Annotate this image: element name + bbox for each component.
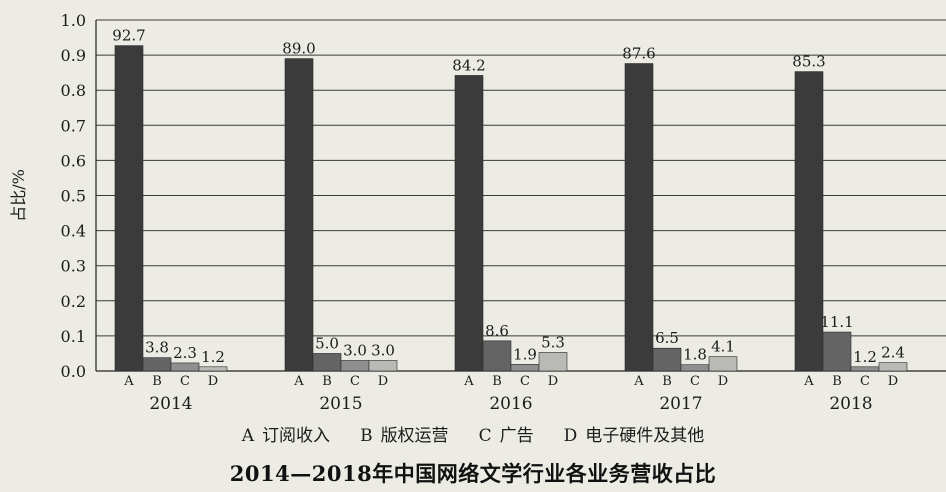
data-label: 92.7 bbox=[112, 27, 145, 45]
legend-key-c: C bbox=[478, 426, 492, 446]
bar bbox=[368, 360, 398, 372]
data-label: 3.0 bbox=[343, 341, 367, 359]
bar bbox=[878, 362, 908, 372]
data-label: 85.3 bbox=[792, 53, 825, 71]
bar-key-label: D bbox=[378, 374, 388, 389]
legend-key-a: A bbox=[241, 426, 255, 446]
bar-key-label: D bbox=[718, 374, 728, 389]
bar-key-label: A bbox=[463, 374, 474, 389]
data-label: 11.1 bbox=[820, 313, 853, 331]
y-tick-label: 0.1 bbox=[61, 327, 86, 346]
data-label: 8.6 bbox=[485, 322, 509, 340]
bar-key-label: C bbox=[520, 374, 530, 389]
bar-key-label: D bbox=[548, 374, 558, 389]
bar-key-label: D bbox=[208, 374, 218, 389]
bar bbox=[142, 357, 172, 372]
legend-item-c: C 广告 bbox=[478, 421, 534, 446]
y-tick-label: 0.5 bbox=[61, 187, 86, 206]
bar bbox=[624, 63, 654, 372]
bar-key-label: B bbox=[832, 374, 842, 389]
bar bbox=[652, 347, 682, 372]
bar bbox=[538, 352, 568, 372]
legend-item-b: B 版权运营 bbox=[360, 421, 449, 446]
data-label: 2.3 bbox=[173, 344, 197, 362]
bar bbox=[822, 331, 852, 372]
legend-label-a: 订阅收入 bbox=[262, 426, 331, 446]
y-tick-label: 0.0 bbox=[61, 362, 86, 381]
bar-chart: 0.0 0.1 0.2 0.3 0.4 0.5 0.6 0.7 0.8 0.9 1.0 占比/% 92.… bbox=[9, 11, 946, 414]
bar bbox=[340, 360, 370, 372]
data-label: 1.2 bbox=[201, 348, 225, 366]
legend: A 订阅收入 B 版权运营 C 广告 D 电子硬件及其他 bbox=[0, 421, 946, 446]
bar-key-label: C bbox=[860, 374, 870, 389]
bar bbox=[312, 353, 342, 372]
x-category-label: 2015 bbox=[319, 394, 362, 414]
data-label: 5.0 bbox=[315, 334, 339, 352]
bar-key-label: C bbox=[180, 374, 190, 389]
bar-key-label: D bbox=[888, 374, 898, 389]
data-label: 87.6 bbox=[622, 45, 655, 63]
bar bbox=[454, 75, 484, 372]
x-category-label: 2016 bbox=[489, 394, 532, 414]
y-tick-label: 0.2 bbox=[61, 292, 86, 311]
x-category-label: 2018 bbox=[829, 394, 872, 414]
bar bbox=[198, 366, 228, 372]
y-tick-label: 0.9 bbox=[61, 46, 86, 65]
bar bbox=[680, 364, 710, 372]
legend-item-d: D 电子硬件及其他 bbox=[563, 421, 705, 446]
legend-key-b: B bbox=[360, 426, 373, 446]
data-label: 2.4 bbox=[881, 344, 905, 362]
bar-key-label: A bbox=[123, 374, 134, 389]
data-label: 1.8 bbox=[683, 346, 707, 364]
legend-label-d: 电子硬件及其他 bbox=[585, 426, 705, 446]
bar-key-label: B bbox=[662, 374, 672, 389]
bar bbox=[284, 58, 314, 372]
y-tick-label: 0.6 bbox=[61, 151, 86, 170]
x-category-label: 2017 bbox=[659, 394, 702, 414]
data-label: 3.0 bbox=[371, 341, 395, 359]
data-label: 84.2 bbox=[452, 56, 485, 74]
bar bbox=[850, 366, 880, 372]
bar bbox=[170, 362, 200, 372]
y-tick-label: 0.8 bbox=[61, 81, 86, 100]
data-label: 1.2 bbox=[853, 348, 877, 366]
bar-key-label: B bbox=[492, 374, 502, 389]
bar bbox=[510, 364, 540, 372]
data-label: 5.3 bbox=[541, 333, 565, 351]
legend-key-d: D bbox=[563, 426, 578, 446]
y-axis-label: 占比/% bbox=[9, 169, 28, 222]
y-tick-label: 1.0 bbox=[61, 11, 86, 30]
legend-item-a: A 订阅收入 bbox=[241, 421, 331, 446]
y-tick-label: 0.7 bbox=[61, 116, 86, 135]
y-tick-label: 0.4 bbox=[61, 222, 86, 241]
bar-key-label: B bbox=[152, 374, 162, 389]
legend-label-b: 版权运营 bbox=[380, 426, 449, 446]
bar bbox=[114, 45, 144, 372]
bar-key-label: C bbox=[690, 374, 700, 389]
bar bbox=[708, 356, 738, 372]
chart-title: 2014—2018年中国网络文学行业各业务营收占比 bbox=[229, 461, 717, 486]
bar-key-label: C bbox=[350, 374, 360, 389]
bar-key-label: A bbox=[803, 374, 814, 389]
y-tick-label: 0.3 bbox=[61, 257, 86, 276]
data-label: 4.1 bbox=[711, 338, 735, 356]
data-label: 3.8 bbox=[145, 339, 169, 357]
bar-key-label: A bbox=[633, 374, 644, 389]
legend-label-c: 广告 bbox=[499, 426, 534, 446]
bar-key-label: B bbox=[322, 374, 332, 389]
bar bbox=[482, 340, 512, 372]
data-label: 6.5 bbox=[655, 329, 679, 347]
data-label: 89.0 bbox=[282, 40, 315, 58]
data-label: 1.9 bbox=[513, 345, 537, 363]
bar bbox=[794, 71, 824, 372]
bar-key-label: A bbox=[293, 374, 304, 389]
x-category-label: 2014 bbox=[149, 394, 192, 414]
